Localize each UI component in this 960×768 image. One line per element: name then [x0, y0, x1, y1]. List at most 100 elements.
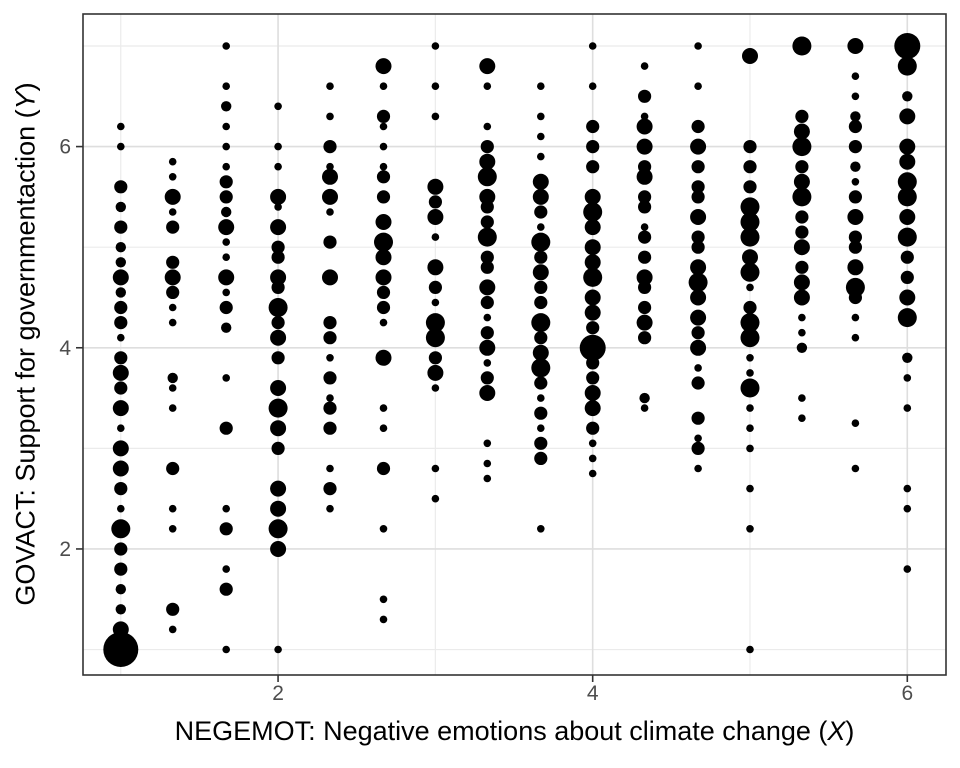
data-point [534, 451, 548, 465]
data-point [271, 351, 285, 365]
data-point [218, 269, 235, 286]
data-point [740, 212, 760, 232]
data-point [636, 314, 653, 331]
data-point [379, 122, 388, 131]
data-point [586, 371, 600, 385]
data-point [114, 482, 128, 496]
data-point [431, 494, 440, 503]
data-point [742, 48, 758, 64]
data-point [746, 283, 754, 292]
data-point [638, 190, 652, 204]
data-point [483, 122, 492, 131]
data-point [792, 137, 812, 157]
y-tick-label: 4 [59, 337, 71, 360]
data-point [848, 140, 863, 154]
data-point [480, 326, 494, 340]
data-point [691, 180, 705, 194]
data-point [638, 89, 652, 103]
data-point [583, 202, 603, 222]
data-point [222, 565, 230, 573]
data-point [690, 339, 707, 356]
data-point [532, 344, 549, 361]
data-point [431, 384, 440, 392]
data-point [376, 190, 391, 204]
data-point [483, 474, 492, 483]
data-point [746, 369, 754, 377]
data-point [428, 351, 442, 365]
data-point [375, 269, 392, 286]
data-point [431, 82, 440, 90]
data-point [427, 259, 444, 276]
data-point [323, 140, 337, 154]
data-point [638, 280, 652, 294]
data-point [271, 316, 285, 330]
data-point [379, 615, 388, 624]
data-point [376, 109, 391, 123]
data-point [479, 279, 496, 296]
data-point [115, 242, 127, 253]
data-point [375, 214, 392, 230]
data-point [532, 188, 549, 205]
data-point [691, 441, 705, 455]
data-point [168, 157, 177, 166]
data-point [270, 380, 287, 396]
data-point [483, 439, 492, 448]
data-point [690, 259, 707, 276]
data-point [271, 280, 285, 294]
data-point [636, 138, 653, 155]
data-point [115, 287, 127, 298]
data-point [740, 262, 760, 282]
data-point [480, 200, 494, 214]
data-point [222, 288, 230, 297]
data-point [480, 250, 494, 264]
data-point [219, 300, 233, 315]
data-point [900, 270, 914, 284]
data-point [903, 404, 912, 412]
data-point [586, 160, 600, 174]
data-point [899, 209, 916, 225]
data-point [375, 349, 392, 366]
data-point [690, 209, 707, 225]
data-point [583, 267, 603, 287]
x-axis-title-close: ) [845, 716, 855, 746]
x-axis-title: NEGEMOT: Negative emotions about climate… [83, 716, 946, 747]
data-point [117, 424, 125, 433]
data-point [427, 364, 444, 381]
y-axis-title-var: Y [10, 91, 41, 110]
data-point [479, 58, 496, 75]
data-point [376, 461, 391, 476]
data-point [379, 595, 388, 604]
y-tick-label: 6 [59, 136, 71, 159]
data-point [114, 351, 128, 365]
data-point [584, 239, 601, 256]
data-point [166, 285, 180, 299]
data-point [691, 190, 705, 204]
data-point [114, 562, 128, 576]
data-point [326, 82, 334, 90]
data-point [168, 625, 177, 634]
data-point [323, 482, 337, 496]
data-point [167, 372, 178, 384]
data-point [114, 316, 128, 330]
data-point [795, 109, 809, 123]
data-point [274, 645, 282, 654]
data-point [270, 420, 287, 437]
data-point [847, 259, 864, 276]
data-point [743, 160, 757, 174]
data-point [379, 424, 388, 433]
data-point [379, 404, 388, 412]
data-point [586, 356, 600, 370]
data-point [694, 434, 702, 443]
data-point [431, 464, 440, 473]
data-point [479, 385, 496, 401]
data-point [114, 542, 128, 556]
data-point [483, 359, 492, 367]
data-point [743, 140, 757, 154]
data-point [531, 358, 551, 378]
data-point [112, 440, 129, 457]
panel-border [82, 13, 947, 676]
data-point [103, 632, 139, 667]
data-point [694, 464, 702, 473]
